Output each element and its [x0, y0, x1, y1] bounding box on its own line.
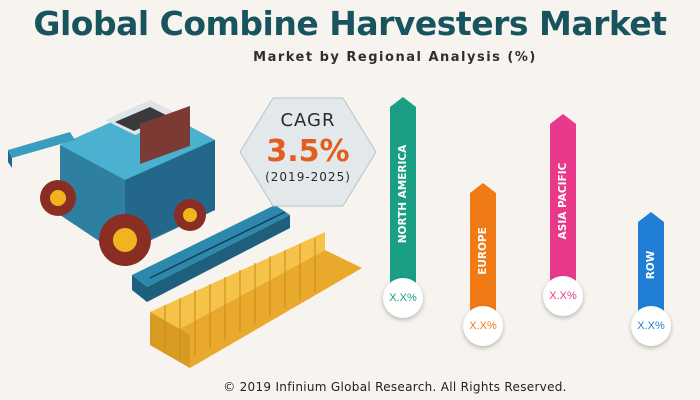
- value-bubble: X.X%: [383, 278, 423, 318]
- combine-header: [132, 205, 290, 302]
- cagr-label: CAGR: [280, 110, 336, 131]
- bar-europe: EUROPE: [470, 183, 496, 318]
- bar-label: EUROPE: [477, 226, 489, 275]
- hexagon-shape: [239, 97, 377, 207]
- copyright-footer: © 2019 Infinium Global Research. All Rig…: [223, 380, 567, 394]
- cagr-hexagon: CAGR 3.5% (2019-2025): [238, 96, 378, 208]
- bar-label: ROW: [645, 250, 657, 280]
- value-bubble: X.X%: [631, 306, 671, 346]
- value-bubble: X.X%: [543, 276, 583, 316]
- combine-body: [8, 100, 215, 266]
- page-title: Global Combine Harvesters Market: [33, 4, 667, 43]
- bar-asia-pacific: ASIA PACIFIC: [550, 114, 576, 288]
- bar-label: ASIA PACIFIC: [557, 162, 569, 240]
- cagr-period: (2019-2025): [265, 170, 351, 184]
- chart-subtitle: Market by Regional Analysis (%): [253, 50, 537, 65]
- bar-north-america: NORTH AMERICA: [390, 97, 416, 290]
- bar-row: ROW: [638, 212, 664, 318]
- bar-label: NORTH AMERICA: [397, 144, 409, 243]
- wheat-field: [150, 232, 362, 368]
- cagr-value: 3.5%: [266, 134, 350, 169]
- value-bubble: X.X%: [463, 306, 503, 346]
